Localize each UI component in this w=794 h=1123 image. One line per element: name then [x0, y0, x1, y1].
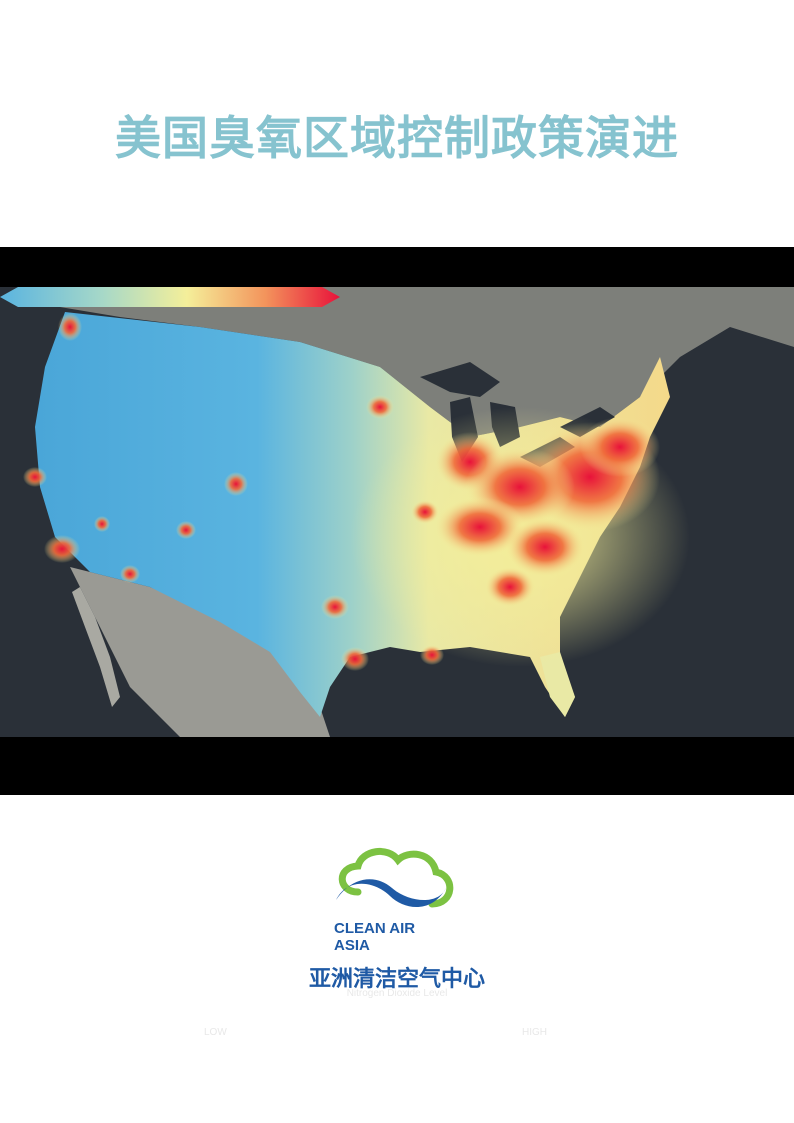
legend-low-label: LOW: [204, 1027, 227, 1038]
page-title: 美国臭氧区域控制政策演进: [115, 111, 679, 165]
logo-english-text: CLEAN AIR ASIA: [334, 920, 415, 954]
no2-map: [0, 287, 794, 737]
no2-hotspots: [23, 313, 660, 671]
clean-air-asia-logo-icon: [336, 848, 454, 908]
logo-en-line1: CLEAN AIR: [334, 920, 416, 937]
legend-colorbar: [0, 287, 340, 307]
mexico-land: [70, 567, 330, 737]
logo-en-line2: ASIA: [334, 937, 370, 954]
florida: [540, 652, 575, 717]
legend-title: Nitrogen Dioxide Level: [346, 988, 448, 999]
legend-high-label: HIGH: [522, 1027, 547, 1038]
canada-land: [60, 287, 794, 437]
no2-map-figure: Nitrogen Dioxide Level LOW HIGH: [0, 247, 794, 1038]
baja-land: [72, 587, 120, 707]
logo-chinese-text: 亚洲清洁空气中心: [308, 967, 485, 992]
